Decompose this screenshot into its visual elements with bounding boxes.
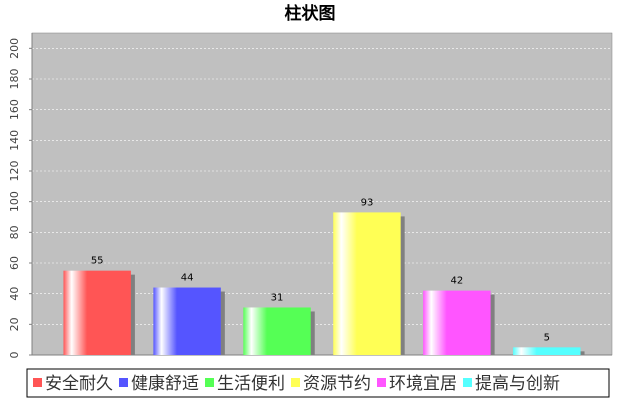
legend-marker: [205, 378, 214, 387]
y-tick-label: 20: [8, 317, 21, 331]
y-tick-label: 0: [8, 352, 21, 359]
legend-label: 资源节约: [303, 374, 371, 394]
y-tick-label: 80: [8, 225, 21, 239]
value-label: 55: [91, 256, 104, 267]
y-tick-label: 120: [8, 161, 21, 182]
legend-marker: [377, 378, 386, 387]
y-tick-label: 200: [8, 38, 21, 59]
bar: [423, 290, 491, 355]
legend-label: 生活便利: [217, 374, 285, 394]
legend-marker: [291, 378, 300, 387]
legend-label: 提高与创新: [475, 374, 560, 394]
value-label: 5: [544, 332, 550, 343]
y-tick-label: 100: [8, 191, 21, 212]
y-tick-label: 60: [8, 256, 21, 270]
y-tick-label: 140: [8, 130, 21, 151]
bar: [63, 270, 131, 355]
bar: [333, 212, 401, 355]
y-tick-label: 180: [8, 69, 21, 90]
value-label: 42: [451, 276, 464, 287]
legend-label: 健康舒适: [131, 374, 199, 394]
legend-marker: [119, 378, 128, 387]
legend-marker: [33, 378, 42, 387]
y-tick-label: 40: [8, 287, 21, 301]
legend-label: 环境宜居: [389, 374, 457, 394]
legend-marker: [463, 378, 472, 387]
y-tick-label: 160: [8, 99, 21, 120]
legend-label: 安全耐久: [45, 374, 113, 394]
value-label: 44: [181, 273, 194, 284]
chart-title: 柱状图: [285, 3, 336, 24]
value-label: 93: [361, 197, 374, 208]
value-label: 31: [271, 292, 284, 303]
bar: [513, 347, 581, 355]
bar: [153, 287, 221, 355]
bar: [243, 307, 311, 355]
